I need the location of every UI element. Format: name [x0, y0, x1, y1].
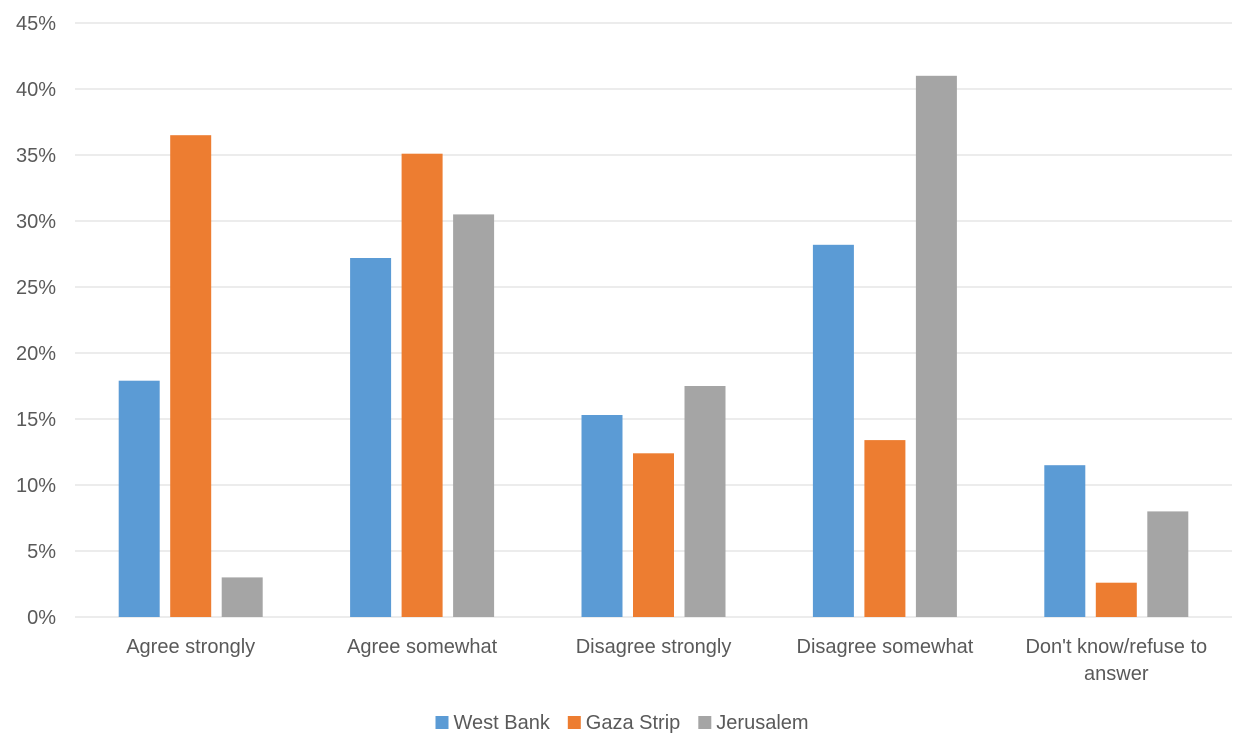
- bar: [350, 258, 392, 617]
- bar: [453, 214, 495, 617]
- y-tick-label: 0%: [27, 607, 56, 629]
- bar: [812, 244, 854, 618]
- bars: [118, 75, 1189, 618]
- gridlines: [75, 22, 1232, 618]
- bar: [401, 153, 443, 617]
- bar: [684, 386, 726, 617]
- legend-swatch: [567, 716, 581, 729]
- x-tick-label: Agree somewhat: [347, 636, 498, 658]
- y-tick-label: 30%: [16, 211, 56, 233]
- y-tick-label: 45%: [16, 13, 56, 35]
- legend-label: Gaza Strip: [586, 712, 680, 734]
- x-axis: Agree strongly Agree somewhat Disagree str…: [126, 636, 1207, 685]
- legend-label: Jerusalem: [716, 712, 808, 734]
- bar: [1147, 511, 1189, 617]
- y-tick-label: 25%: [16, 277, 56, 299]
- legend: West Bank Gaza Strip Jerusalem: [435, 712, 809, 734]
- x-tick-label: Disagree strongly: [576, 636, 732, 658]
- legend-swatch: [698, 716, 712, 729]
- bar: [864, 440, 906, 617]
- x-tick-label: Don't know/refuse to answer: [1025, 636, 1207, 685]
- x-tick-label: Agree strongly: [126, 636, 255, 658]
- bar: [170, 135, 212, 617]
- y-tick-label: 35%: [16, 145, 56, 167]
- bar: [1044, 465, 1086, 617]
- legend-item: West Bank: [435, 712, 551, 734]
- y-tick-label: 15%: [16, 409, 56, 431]
- bar: [633, 453, 674, 617]
- y-tick-label: 20%: [16, 343, 56, 365]
- legend-label: West Bank: [454, 712, 551, 734]
- legend-item: Gaza Strip: [567, 712, 680, 734]
- legend-swatch: [435, 716, 449, 729]
- y-tick-label: 5%: [27, 541, 56, 563]
- legend-item: Jerusalem: [698, 712, 809, 734]
- bar: [118, 380, 160, 617]
- bar: [915, 75, 957, 618]
- bar: [581, 415, 623, 617]
- y-tick-label: 40%: [16, 79, 56, 101]
- bar: [1095, 582, 1137, 617]
- x-tick-label: Disagree somewhat: [797, 636, 974, 658]
- bar: [221, 577, 263, 617]
- y-tick-label: 10%: [16, 475, 56, 497]
- y-axis-ticks: 0% 5% 10% 15% 20% 25% 30% 35% 40% 45%: [16, 13, 56, 629]
